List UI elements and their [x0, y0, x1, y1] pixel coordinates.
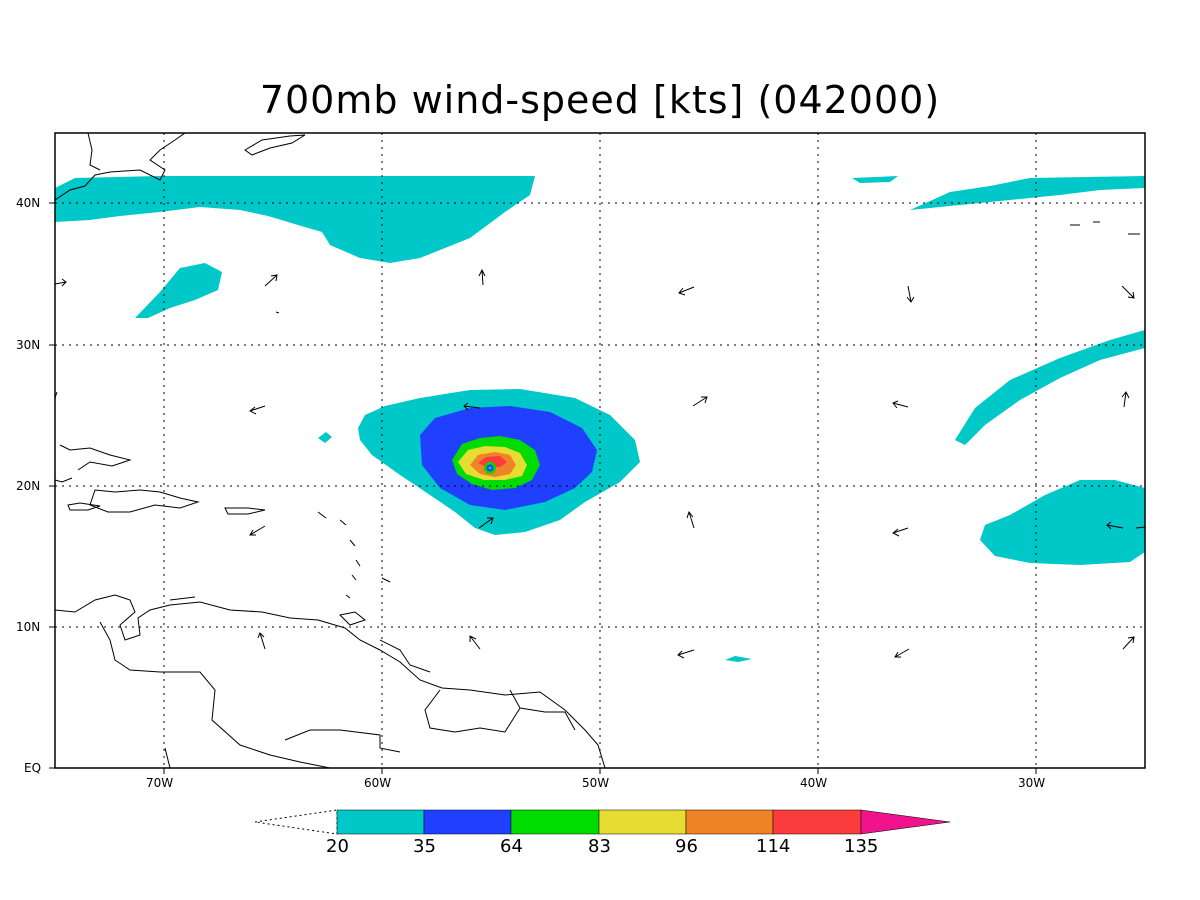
- storm-114kt-ring: [478, 456, 507, 467]
- map-mark: [906, 285, 915, 303]
- map-mark: [677, 649, 695, 659]
- map-mark: [257, 632, 266, 650]
- colorbar-label-135: 135: [844, 836, 879, 857]
- wind-region-northeast: [910, 176, 1145, 210]
- coast-south-america: [55, 594, 606, 768]
- colorbar-label-35: 35: [413, 836, 436, 857]
- colorbar-label-64: 64: [500, 836, 523, 857]
- shaded-fields: [55, 176, 1145, 662]
- map-title: 700mb wind-speed [kts] (042000): [259, 78, 941, 122]
- map-mark: [264, 274, 278, 287]
- colorbar-label-20: 20: [326, 836, 349, 857]
- wind-region-dot: [318, 432, 332, 443]
- map-mark: [1121, 285, 1135, 299]
- colorbar: [254, 809, 951, 835]
- coast-puerto-rico: [224, 507, 266, 515]
- storm-eye: [488, 466, 492, 470]
- map-mark: [463, 402, 481, 411]
- colorbar-label-96: 96: [675, 836, 698, 857]
- colorbar-box-35: [423, 809, 512, 835]
- y-tick-10n: 10N: [16, 620, 41, 634]
- colorbar-left-extend: [254, 809, 338, 835]
- graticule: [55, 133, 1145, 768]
- colorbar-box-96: [685, 809, 774, 835]
- colorbar-right-extend: [860, 809, 951, 835]
- coast-jamaica: [67, 502, 101, 511]
- map-mark: [1135, 526, 1146, 529]
- coast-azores: [1070, 221, 1140, 235]
- map-mark: [692, 396, 708, 407]
- wind-region-south-small: [725, 656, 752, 662]
- map-mark: [249, 525, 266, 536]
- map-mark: [892, 400, 909, 409]
- wind-region-east-blob: [980, 480, 1145, 565]
- x-tick-70w: 70W: [146, 776, 174, 790]
- coast-northeast-us: [55, 133, 186, 201]
- wind-region-north-band: [55, 176, 535, 263]
- colorbar-box-20: [336, 809, 425, 835]
- colorbar-label-83: 83: [588, 836, 611, 857]
- map-mark: [1122, 636, 1135, 650]
- colorbar-box-64: [510, 809, 600, 835]
- x-tick-50w: 50W: [582, 776, 610, 790]
- wind-region-east-arc: [955, 330, 1145, 445]
- map-mark: [469, 635, 481, 650]
- coast-hispaniola: [89, 489, 200, 513]
- map-mark: [249, 405, 266, 415]
- map-mark: [894, 648, 910, 658]
- wind-vectors: [54, 268, 1146, 659]
- map-mark: [678, 286, 695, 296]
- map-mark: [892, 527, 909, 537]
- coast-trinidad: [338, 611, 367, 626]
- coast-nova-scotia: [244, 134, 306, 156]
- tick-marks: [49, 202, 1037, 774]
- x-tick-40w: 40W: [800, 776, 828, 790]
- y-tick-20n: 20N: [16, 479, 41, 493]
- coast-florida: [55, 477, 73, 483]
- map-mark: [1106, 521, 1124, 530]
- map-mark: [686, 510, 695, 529]
- y-tick-30n: 30N: [16, 338, 41, 352]
- map-mark: [478, 517, 494, 529]
- colorbar-box-114: [772, 809, 862, 835]
- y-tick-40n: 40N: [16, 196, 41, 210]
- y-tick-eq: EQ: [24, 761, 42, 775]
- map-mark: [478, 268, 486, 286]
- x-tick-60w: 60W: [364, 776, 392, 790]
- colorbar-label-114: 114: [756, 836, 791, 857]
- wind-region-northeast-small: [852, 176, 898, 183]
- coast-cuba: [59, 444, 132, 471]
- coast-bermuda: [275, 311, 280, 314]
- wind-region-blob-west: [135, 263, 222, 318]
- coast-lesser-antilles: [317, 511, 391, 599]
- map-mark: [54, 278, 67, 287]
- colorbar-box-83: [598, 809, 687, 835]
- map-mark: [1121, 391, 1130, 408]
- coastlines: [55, 133, 1140, 768]
- x-tick-30w: 30W: [1018, 776, 1046, 790]
